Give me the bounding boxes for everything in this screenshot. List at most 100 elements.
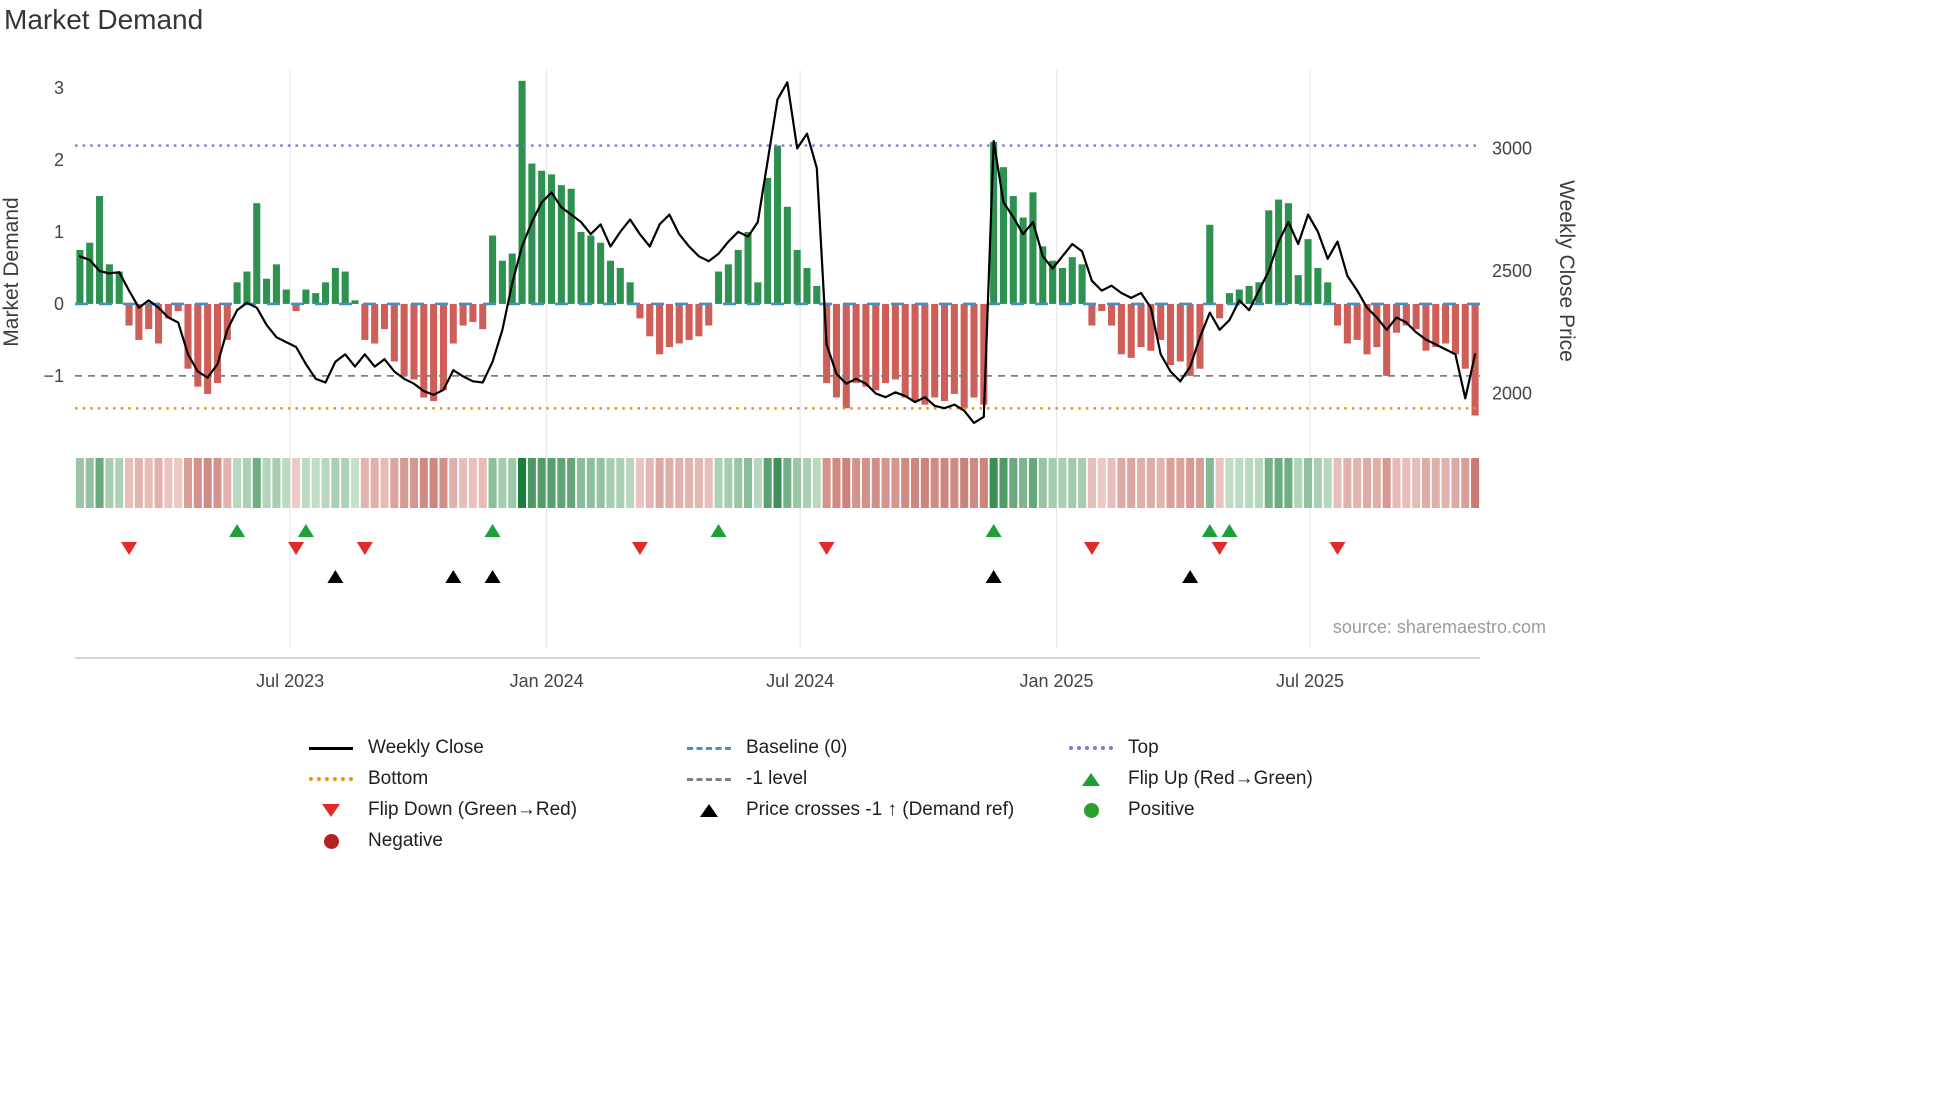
flip-up-marker [229,524,246,537]
heatmap-cell [154,458,163,508]
demand-bar [1068,257,1076,304]
heatmap-cell [861,458,870,508]
heatmap-cell [301,458,310,508]
heatmap-cell [567,458,576,508]
demand-bar [449,303,457,344]
legend-label-price-cross: Price crosses -1 ↑ (Demand ref) [746,799,1015,820]
demand-bar [1383,303,1391,376]
minus1-dashed-line-icon [686,771,732,787]
heatmap-cell [1166,458,1175,508]
heatmap-cell [743,458,753,508]
heatmap-cell [1078,458,1087,508]
heatmap-cell [341,458,350,508]
demand-bar [243,271,251,304]
demand-bar [518,80,526,304]
heatmap-cell [960,458,969,508]
flip-up-marker [985,524,1002,537]
heatmap-cell [812,458,821,508]
demand-bar [528,163,536,304]
heatmap-cell [1372,458,1381,508]
demand-bar [1176,303,1184,362]
heatmap-cell [734,458,743,508]
demand-bar [400,303,408,376]
heatmap-cell [1264,458,1273,508]
flip-up-triangle-icon [1068,771,1114,787]
heatmap-cell [911,458,920,508]
legend-label-positive: Positive [1128,799,1195,820]
heatmap-cell [1146,458,1155,508]
heatmap-cell [871,458,880,508]
demand-bar [557,185,565,304]
heatmap-cell [439,458,448,508]
heatmap-cell [527,458,536,508]
demand-bar [135,303,143,340]
heatmap-cell [105,458,114,508]
demand-bar [1098,303,1106,312]
heatmap-cell [655,458,664,508]
y-right-tick-label: 2000 [1492,384,1532,404]
heatmap-cell [665,458,674,508]
legend-label-bottom: Bottom [368,768,429,789]
heatmap-cell [183,458,193,508]
demand-bar [253,203,261,304]
legend-item-flip-up: Flip Up (Red→Green) [1068,768,1460,790]
demand-bar [1432,303,1440,348]
heatmap-cell [468,458,477,508]
demand-bar [184,303,192,369]
demand-bar [734,249,742,304]
heatmap-cell [1343,458,1352,508]
demand-bar [999,167,1008,304]
demand-bar [1245,285,1253,304]
price-cross-triangle-icon [686,802,732,818]
flip-down-marker [121,542,138,555]
demand-bar [587,235,595,304]
price-cross-marker [1182,570,1199,583]
heatmap-cell [616,458,625,508]
demand-bar [597,242,605,304]
heatmap-cell [449,458,458,508]
y-left-tick-label: −1 [43,366,64,386]
heatmap-cell [1127,458,1136,508]
y-left-tick-label: 3 [54,78,64,98]
demand-bar [940,303,949,402]
demand-bar [1216,303,1224,319]
demand-bar [1108,303,1116,326]
demand-bar [76,249,84,304]
demand-bar [371,303,379,344]
legend: Weekly Close Baseline (0) Top Bottom -1 … [308,737,1460,852]
demand-bar [1461,303,1469,369]
y-right-axis-label: Weekly Close Price [1555,180,1578,362]
demand-bar [862,303,870,387]
demand-bar [115,271,123,304]
heatmap-cell [1215,458,1224,508]
flip-down-marker [288,542,305,555]
price-cross-marker [445,570,462,583]
legend-item-positive: Positive [1068,799,1460,821]
bottom-dotted-line-icon [308,771,354,787]
heatmap-cell [1097,458,1106,508]
heatmap-cell [1392,458,1401,508]
market-demand-chart: Market Demand Weekly Close Price source:… [0,70,1578,691]
heatmap-cell [1137,458,1146,508]
demand-bar [1402,303,1410,326]
demand-bar [1363,303,1371,355]
legend-item-baseline: Baseline (0) [686,737,1068,759]
heatmap-cell [1019,458,1028,508]
heatmap-cell [704,458,713,508]
demand-bar [901,303,909,398]
bars-layer [76,80,1479,416]
demand-bar [793,249,801,304]
heatmap-cell [547,458,556,508]
legend-label-top: Top [1128,737,1159,758]
heatmap-cell [1313,458,1322,508]
heatmap-cell [419,458,428,508]
heatmap-cell [822,458,831,508]
heatmap-cell [675,458,684,508]
heatmap-cell [969,458,979,508]
flip-down-marker [631,542,648,555]
demand-bar [439,303,447,391]
heatmap-cell [1009,458,1018,508]
heatmap-cell [134,458,143,508]
price-cross-marker [484,570,501,583]
demand-bar [1304,239,1312,304]
